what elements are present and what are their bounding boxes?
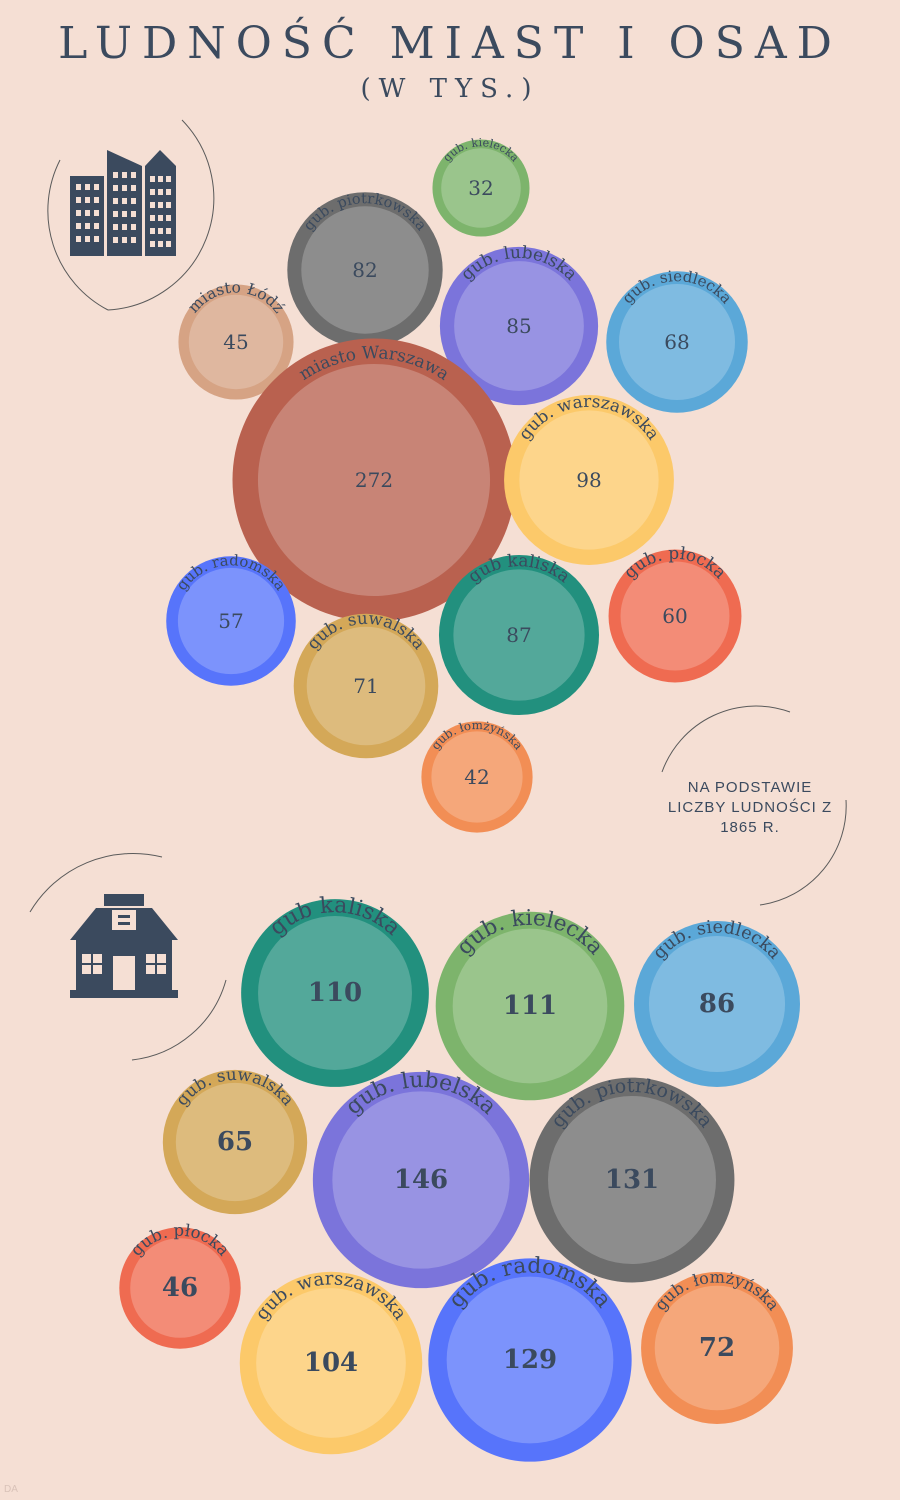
bubble-inner-gub-warszawska	[519, 410, 659, 550]
city-buildings-icon	[70, 150, 176, 256]
source-note: NA PODSTAWIE LICZBY LUDNOŚCI Z 1865 R.	[667, 779, 833, 836]
bubble-inner-gub-plocka	[130, 1238, 230, 1338]
bubble-inner-gub-piotrkowska	[301, 206, 429, 334]
bubble-inner-gub-suwalska	[175, 1082, 295, 1202]
bubble-inner-gub-kaliska	[258, 916, 412, 1070]
decorative-arc-top-left	[47, 159, 109, 311]
bubble-value-gub-piotrkowska: 82	[352, 258, 377, 282]
bubble-value-gub-lubelska: 146	[394, 1165, 448, 1195]
bubble-inner-gub-kielecka	[452, 928, 608, 1084]
bubble-value-gub-plocka: 60	[662, 604, 687, 628]
bubble-value-gub-kielecka: 111	[503, 991, 557, 1021]
bubble-inner-gub-siedlecka	[648, 935, 786, 1073]
bubble-value-gub-suwalska: 65	[217, 1127, 253, 1157]
bubble-value-gub-lubelska: 85	[506, 314, 531, 338]
bubble-value-miasto-warszawa: 272	[355, 468, 393, 492]
decorative-arc-top	[107, 119, 215, 311]
bubble-inner-gub-warszawska	[256, 1288, 406, 1438]
bubble-value-gub-piotrkowska: 131	[605, 1165, 659, 1195]
page-subtitle: (W TYS.)	[360, 74, 540, 104]
bubble-inner-gub-radomska	[177, 567, 285, 675]
bubble-value-gub-radomska: 57	[218, 609, 243, 633]
decorative-arc-note-right	[759, 799, 847, 906]
bubble-value-gub-warszawska: 98	[576, 468, 601, 492]
bubble-inner-gub-suwalska	[306, 626, 426, 746]
decorative-arc-bottom	[29, 852, 163, 913]
bubble-value-gub-plocka: 46	[162, 1273, 198, 1303]
house-icon	[70, 894, 178, 998]
bubble-value-gub-lomzynska: 42	[464, 765, 489, 789]
bubble-inner-gub-lomzynska	[431, 731, 523, 823]
decorative-arc-note	[661, 705, 791, 773]
bubble-inner-gub-radomska	[446, 1276, 614, 1444]
bubble-inner-miasto-warszawa	[257, 363, 491, 597]
bubble-value-gub-kaliska: 87	[506, 623, 531, 647]
page-title: LUDNOŚĆ MIAST I OSAD	[58, 18, 842, 69]
bubble-inner-gub-siedlecka	[618, 283, 736, 401]
bubble-value-gub-lomzynska: 72	[699, 1333, 735, 1363]
bubble-value-miasto-lodz: 45	[223, 330, 248, 354]
bubble-inner-gub-lomzynska	[654, 1285, 780, 1411]
credit-mark: DA	[4, 1484, 18, 1495]
bubble-value-gub-suwalska: 71	[353, 674, 378, 698]
bubble-value-gub-siedlecka: 86	[699, 989, 735, 1019]
bubble-inner-miasto-lodz	[188, 294, 284, 390]
bubble-value-gub-radomska: 129	[503, 1345, 557, 1375]
bubble-value-gub-kaliska: 110	[308, 978, 362, 1008]
bubble-inner-gub-lubelska	[454, 261, 584, 391]
bubble-value-gub-warszawska: 104	[304, 1348, 358, 1378]
bubble-value-gub-siedlecka: 68	[664, 330, 689, 354]
decorative-arc-bottom-right	[131, 979, 227, 1061]
bubble-inner-gub-kielecka	[441, 148, 521, 228]
bubble-inner-gub-lubelska	[332, 1091, 510, 1269]
bubble-inner-gub-piotrkowska	[548, 1096, 716, 1264]
bubble-value-gub-kielecka: 32	[468, 176, 493, 200]
bubble-inner-gub-kaliska	[453, 569, 585, 701]
bubble-inner-gub-plocka	[620, 561, 730, 671]
